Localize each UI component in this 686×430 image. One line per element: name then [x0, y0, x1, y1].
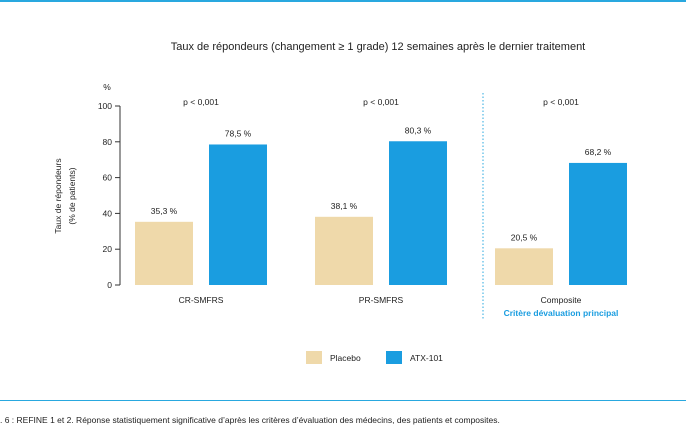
bar-atx101-1	[209, 144, 267, 285]
bar-placebo-3	[495, 248, 553, 285]
data-label: 35,3 %	[151, 206, 178, 216]
bar-atx101-3	[569, 162, 627, 285]
legend-swatch-placebo	[306, 351, 322, 364]
bar-atx101-2	[389, 141, 447, 285]
category-label: PR-SMFRS	[359, 295, 404, 305]
p-value-label: p < 0,001	[543, 97, 579, 107]
data-label: 78,5 %	[225, 128, 252, 138]
chart-title: Taux de répondeurs (changement ≥ 1 grade…	[171, 41, 586, 53]
p-value-label: p < 0,001	[363, 97, 399, 107]
bar-placebo-1	[135, 221, 193, 285]
bar-placebo-2	[315, 216, 373, 285]
legend-swatch-atx101	[386, 351, 402, 364]
y-axis-title-line-1: Taux de répondeurs	[53, 158, 63, 233]
y-axis-unit: %	[103, 82, 111, 92]
top-rule	[0, 0, 686, 2]
y-tick-label: 60	[103, 173, 113, 183]
category-label: Composite	[541, 295, 582, 305]
y-tick-label: 40	[103, 208, 113, 218]
legend-label: ATX-101	[410, 353, 443, 363]
category-label: CR-SMFRS	[179, 295, 224, 305]
y-axis-title-line-2: (% de patients)	[67, 167, 77, 224]
y-tick-label: 0	[107, 280, 112, 290]
y-tick-label: 100	[98, 101, 112, 111]
y-tick-label: 20	[103, 244, 113, 254]
data-label: 80,3 %	[405, 125, 432, 135]
data-label: 20,5 %	[511, 232, 538, 242]
category-sublabel: Critère dévaluation principal	[504, 308, 619, 318]
y-tick-label: 80	[103, 137, 113, 147]
p-value-label: p < 0,001	[183, 97, 219, 107]
figure-caption: . 6 : REFINE 1 et 2. Réponse statistique…	[0, 415, 500, 425]
data-label: 38,1 %	[331, 201, 358, 211]
chart: Taux de répondeurs (changement ≥ 1 grade…	[53, 41, 627, 364]
bottom-rule	[0, 400, 686, 401]
legend-label: Placebo	[330, 353, 361, 363]
data-label: 68,2 %	[585, 147, 612, 157]
